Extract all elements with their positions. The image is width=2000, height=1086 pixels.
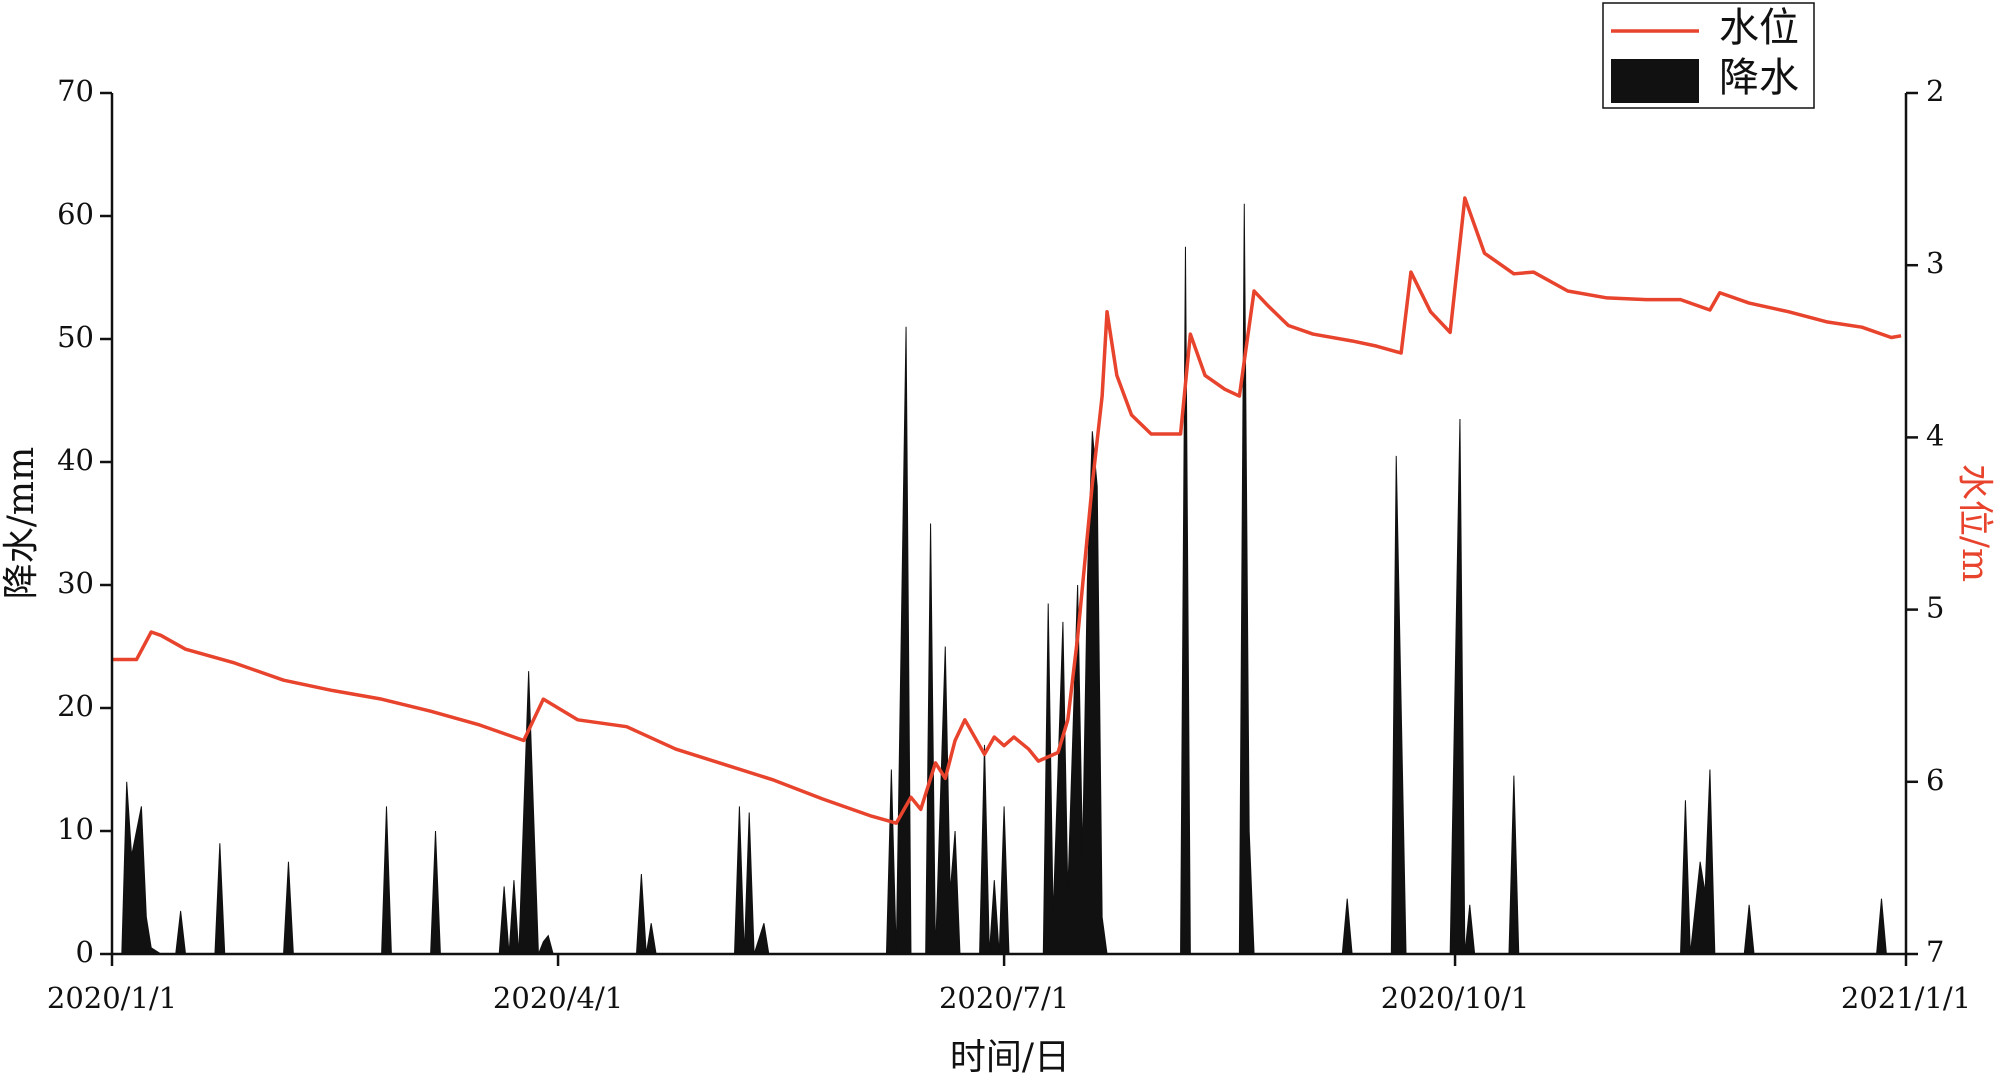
y-tick-label: 50 [57,320,94,354]
y-tick-label: 20 [57,689,94,723]
y2-tick-label: 4 [1926,418,1944,452]
y-tick-label: 30 [57,566,94,600]
y2-tick-label: 2 [1926,74,1944,108]
y2-tick-label: 6 [1926,763,1944,797]
x-tick-label: 2020/7/1 [939,981,1069,1015]
y2-tick-label: 5 [1926,591,1944,625]
y2-tick-label: 7 [1926,935,1944,969]
y2-axis-title: 水位/m [1954,464,1995,582]
x-tick-label: 2020/1/1 [47,981,177,1015]
y-tick-label: 70 [57,74,94,108]
x-tick-label: 2020/10/1 [1381,981,1530,1015]
y-tick-label: 60 [57,197,94,231]
legend-label: 降水 [1719,55,1799,101]
x-tick-label: 2021/1/1 [1841,981,1971,1015]
y-tick-label: 40 [57,443,94,477]
y-tick-label: 0 [76,935,94,969]
y-axis-title: 降水/mm [1,447,42,599]
x-tick-label: 2020/4/1 [493,981,623,1015]
legend-label: 水位 [1719,5,1799,51]
y2-tick-label: 3 [1926,246,1944,280]
legend-swatch [1611,59,1699,103]
y-tick-label: 10 [57,812,94,846]
water-level-line [112,196,1902,825]
x-axis-title: 时间/日 [950,1037,1070,1078]
precipitation-area [121,203,1887,955]
